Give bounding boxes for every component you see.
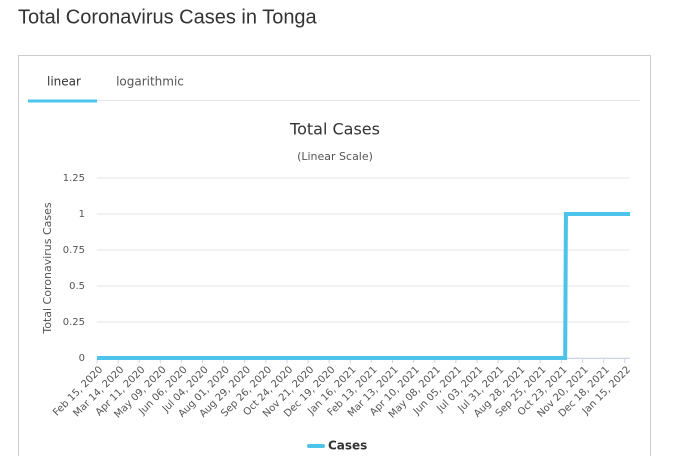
- y-axis-title: Total Coronavirus Cases: [41, 202, 54, 335]
- chart-subtitle: (Linear Scale): [297, 150, 373, 163]
- y-tick-label: 0.75: [63, 245, 85, 256]
- series-line: [97, 212, 630, 360]
- y-tick-label: 0: [79, 353, 85, 364]
- legend-label: Cases: [328, 439, 367, 453]
- page-title: Total Coronavirus Cases in Tonga: [18, 6, 318, 28]
- y-tick-label: 1.25: [63, 173, 85, 184]
- y-tick-label: 0.25: [63, 317, 85, 328]
- y-tick-label: 1: [79, 209, 85, 220]
- chart-title: Total Cases: [289, 120, 380, 139]
- y-tick-label: 0.5: [69, 281, 85, 292]
- tab-linear[interactable]: linear: [47, 75, 81, 89]
- tab-logarithmic[interactable]: logarithmic: [116, 75, 184, 89]
- card: [18, 55, 651, 460]
